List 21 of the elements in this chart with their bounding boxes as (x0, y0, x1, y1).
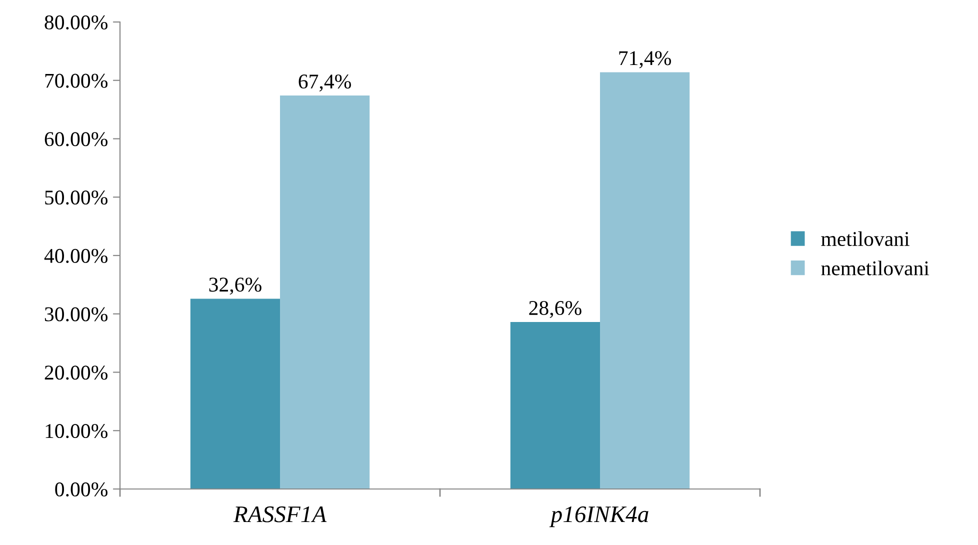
legend-label: metilovani (821, 231, 910, 246)
data-label: 71,4% (619, 51, 671, 68)
y-tick-label: 10.00% (46, 424, 108, 438)
y-tick-label: 80.00% (44, 15, 108, 30)
x-tick-label: RASSF1A (233, 506, 327, 522)
bar (280, 96, 370, 489)
y-tick-label: 70.00% (45, 74, 108, 88)
bar (600, 72, 690, 489)
y-tick-label: 40.00% (44, 248, 108, 264)
data-label: 32,6% (209, 278, 262, 295)
x-tick-label: p16INK4a (549, 506, 648, 528)
data-label: 67,4% (298, 74, 351, 92)
bar (510, 322, 600, 489)
y-tick-label: 50.00% (45, 190, 108, 205)
data-label: 28,6% (529, 300, 582, 318)
y-tick-label: 60.00% (44, 132, 108, 146)
bar (190, 298, 280, 489)
y-tick-label: 30.00% (44, 307, 108, 322)
legend-label: nemetilovani (821, 260, 930, 276)
y-tick-label: 20.00% (44, 366, 108, 380)
y-tick-label: 0.00% (55, 482, 108, 497)
